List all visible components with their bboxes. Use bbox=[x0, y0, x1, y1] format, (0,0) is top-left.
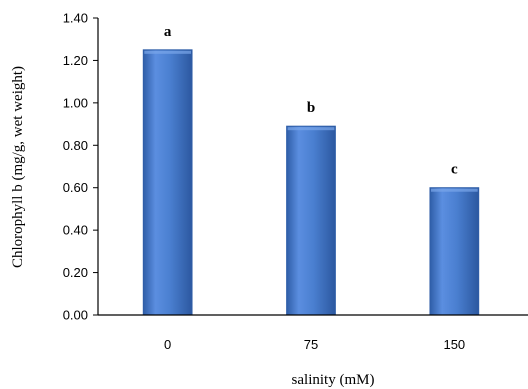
y-tick-label: 0.20 bbox=[63, 265, 88, 280]
y-tick-label: 1.00 bbox=[63, 95, 88, 110]
bar-highlight bbox=[287, 127, 335, 131]
y-tick-label: 0.40 bbox=[63, 223, 88, 238]
bar-0 bbox=[142, 49, 193, 316]
y-tick-label: 1.40 bbox=[63, 11, 88, 26]
y-tick-label: 1.20 bbox=[63, 53, 88, 68]
x-tick-label: 0 bbox=[164, 337, 171, 352]
x-tick-label: 75 bbox=[304, 337, 318, 352]
bar-annotation-c: c bbox=[451, 162, 458, 178]
x-axis-label: salinity (mM) bbox=[292, 372, 375, 388]
y-tick-label: 0.00 bbox=[63, 308, 88, 323]
x-tick-label: 150 bbox=[443, 337, 465, 352]
y-tick-label: 0.60 bbox=[63, 180, 88, 195]
x-axis-ticks: 0 75 150 bbox=[164, 337, 465, 352]
bar-annotation-b: b bbox=[307, 100, 315, 116]
bar-highlight bbox=[430, 188, 478, 192]
bar-annotation-a: a bbox=[164, 24, 172, 40]
y-axis-label: Chlorophyll b (mg/g, wet weight) bbox=[10, 66, 26, 268]
bar-150 bbox=[429, 187, 480, 316]
bars: a b c bbox=[142, 24, 480, 316]
bar-highlight bbox=[144, 50, 192, 54]
y-axis-ticks: 0.00 0.20 0.40 0.60 0.80 1.00 1.20 1.40 bbox=[63, 11, 98, 323]
bar-75 bbox=[286, 125, 336, 316]
y-tick-label: 0.80 bbox=[63, 138, 88, 153]
